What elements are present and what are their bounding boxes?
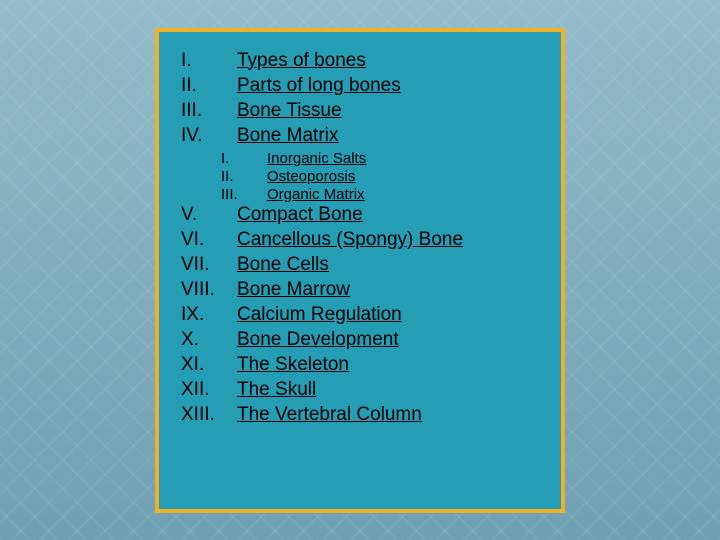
outline-item: VI. Cancellous (Spongy) Bone — [181, 229, 543, 251]
outline-number: XII. — [181, 379, 237, 401]
outline-subtext: Inorganic Salts — [267, 150, 366, 167]
outline-number: X. — [181, 329, 237, 351]
outline-subnumber: III. — [221, 186, 267, 203]
outline-subitem: III. Organic Matrix — [221, 186, 543, 203]
outline-number: VII. — [181, 254, 237, 276]
outline-number: XI. — [181, 354, 237, 376]
outline-subitem: II. Osteoporosis — [221, 168, 543, 185]
outline-item: IX. Calcium Regulation — [181, 304, 543, 326]
outline-item: VIII. Bone Marrow — [181, 279, 543, 301]
outline-text: Bone Tissue — [237, 100, 342, 122]
outline-subnumber: II. — [221, 168, 267, 185]
outline-sublist: I. Inorganic Salts II. Osteoporosis III.… — [221, 150, 543, 203]
outline-subtext: Organic Matrix — [267, 186, 365, 203]
outline-text: The Skeleton — [237, 354, 349, 376]
outline-number: VI. — [181, 229, 237, 251]
outline-panel: I. Types of bones II. Parts of long bone… — [155, 28, 565, 513]
outline-text: Compact Bone — [237, 204, 363, 226]
outline-text: Bone Marrow — [237, 279, 350, 301]
outline-text: Calcium Regulation — [237, 304, 402, 326]
outline-number: I. — [181, 50, 237, 72]
outline-subtext: Osteoporosis — [267, 168, 355, 185]
outline-number: IX. — [181, 304, 237, 326]
outline-text: Types of bones — [237, 50, 366, 72]
outline-text: Bone Development — [237, 329, 399, 351]
outline-item: XII. The Skull — [181, 379, 543, 401]
outline-subitem: I. Inorganic Salts — [221, 150, 543, 167]
outline-text: The Skull — [237, 379, 316, 401]
outline-item: II. Parts of long bones — [181, 75, 543, 97]
outline-number: VIII. — [181, 279, 237, 301]
outline-text: Bone Cells — [237, 254, 329, 276]
outline-text: Parts of long bones — [237, 75, 401, 97]
outline-number: III. — [181, 100, 237, 122]
outline-text: The Vertebral Column — [237, 404, 422, 426]
outline-number: XIII. — [181, 404, 237, 426]
outline-item: X. Bone Development — [181, 329, 543, 351]
outline-item: V. Compact Bone — [181, 204, 543, 226]
outline-item: VII. Bone Cells — [181, 254, 543, 276]
outline-item: I. Types of bones — [181, 50, 543, 72]
outline-item: XIII. The Vertebral Column — [181, 404, 543, 426]
outline-number: IV. — [181, 125, 237, 147]
outline-item: XI. The Skeleton — [181, 354, 543, 376]
outline-text: Bone Matrix — [237, 125, 338, 147]
outline-text: Cancellous (Spongy) Bone — [237, 229, 463, 251]
outline-subnumber: I. — [221, 150, 267, 167]
outline-number: V. — [181, 204, 237, 226]
outline-item: III. Bone Tissue — [181, 100, 543, 122]
outline-item: IV. Bone Matrix — [181, 125, 543, 147]
outline-number: II. — [181, 75, 237, 97]
